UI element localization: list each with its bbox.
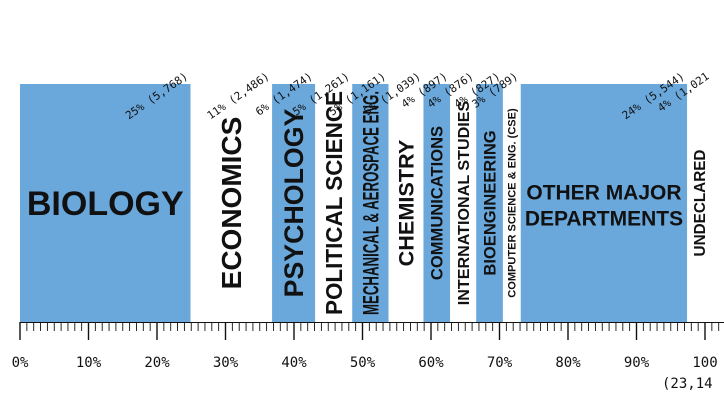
segment-label-chemistry: CHEMISTRY xyxy=(394,139,419,266)
tick-label: 60% xyxy=(418,355,444,371)
tick-label: 20% xyxy=(144,355,170,371)
tick-label: 50% xyxy=(350,355,376,371)
tick-label: 90% xyxy=(624,355,650,371)
segment-label-international-studies: INTERNATIONAL STUDIES xyxy=(455,100,473,305)
tick-label: 70% xyxy=(487,355,513,371)
segment-label-biology: BIOLOGY xyxy=(27,185,184,223)
segment-label-undeclared: UNDECLARED xyxy=(692,150,709,257)
segment-label-computer-science-eng-cse: COMPUTER SCIENCE & ENG. (CSE) xyxy=(507,108,519,298)
segment-label-bioengineering: BIOENGINEERING xyxy=(480,130,499,275)
tick-label: 80% xyxy=(555,355,581,371)
segment-label-psychology: PSYCHOLOGY xyxy=(279,108,309,297)
axis-ticks xyxy=(20,322,719,340)
segment-label-mechanical-aerospace-eng: MECHANICAL & AEROSPACE ENG. xyxy=(358,91,383,315)
tick-label: 40% xyxy=(281,355,307,371)
axis-tick-labels: 0% 10% 20% 30% 40% 50% 60% 70% 80% 90% 100 xyxy=(12,355,718,371)
segment-label-political-science: POLITICAL SCIENCE xyxy=(321,91,347,315)
total-count-label: (23,14 xyxy=(662,376,713,392)
tick-label: 30% xyxy=(213,355,239,371)
tick-label: 100 xyxy=(692,355,717,371)
tick-label: 10% xyxy=(76,355,102,371)
segment-label-economics: ECONOMICS xyxy=(216,117,247,290)
segment-label-communications: COMMUNICATIONS xyxy=(428,126,447,280)
tick-label: 0% xyxy=(12,355,29,371)
